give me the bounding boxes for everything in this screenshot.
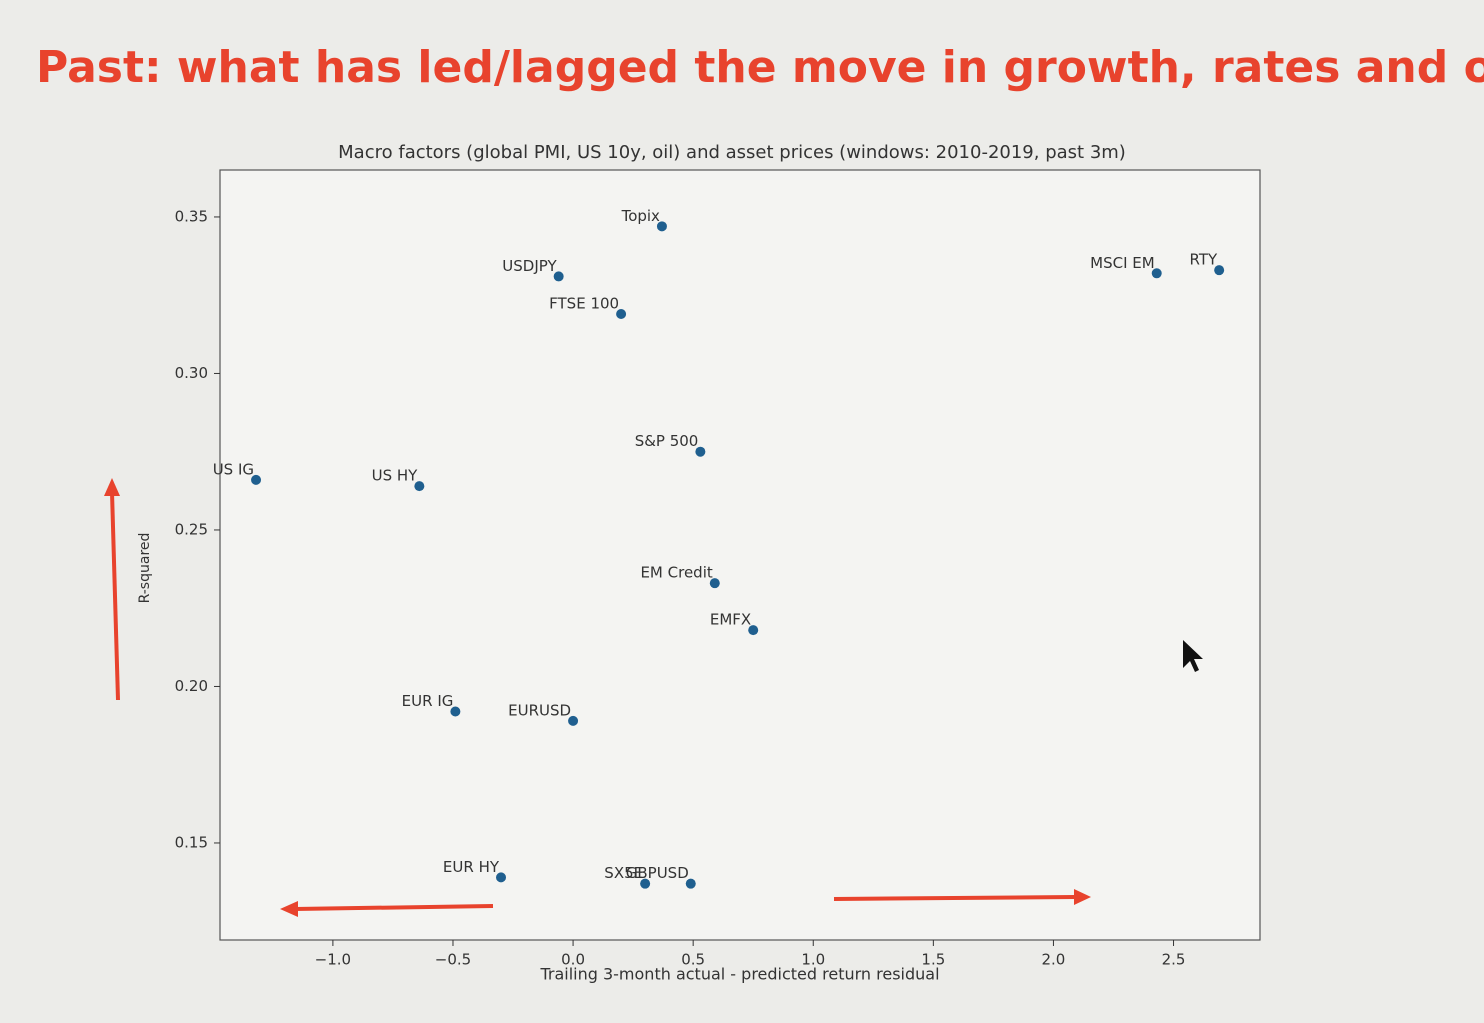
point <box>568 715 579 726</box>
arrow-up <box>110 491 120 701</box>
point-label: RTY <box>1190 251 1218 269</box>
point <box>496 872 507 883</box>
x-tick-label: 0.5 <box>681 951 705 969</box>
point-label: US IG <box>213 460 254 478</box>
point <box>748 625 759 636</box>
x-tick-label: 2.5 <box>1162 951 1186 969</box>
arrow-left <box>294 904 494 911</box>
y-tick-label: 0.30 <box>175 364 208 382</box>
point <box>685 878 696 889</box>
x-tick-label: −1.0 <box>315 951 351 969</box>
point-label: EUR IG <box>402 692 454 710</box>
point <box>553 271 564 282</box>
plot-area <box>219 169 1261 941</box>
y-axis-label: R-squared <box>137 533 153 604</box>
point-label: MSCI EM <box>1090 254 1155 272</box>
point <box>1151 268 1162 279</box>
point-label: USDJPY <box>502 257 557 275</box>
arrow-head <box>1074 889 1091 905</box>
point-label: FTSE 100 <box>549 294 619 312</box>
point-label: EM Credit <box>640 564 712 582</box>
x-tick-label: 0.0 <box>561 951 585 969</box>
arrow-head <box>280 901 298 917</box>
point-label: US HY <box>372 467 419 485</box>
x-tick-label: 1.5 <box>921 951 945 969</box>
point <box>414 481 425 492</box>
point <box>656 221 667 232</box>
point <box>1214 265 1225 276</box>
point <box>616 308 627 319</box>
y-tick-label: 0.35 <box>175 207 208 225</box>
point <box>251 474 262 485</box>
point-label: S&P 500 <box>635 432 699 450</box>
point-label: SX5E <box>604 864 643 882</box>
x-tick-label: 2.0 <box>1042 951 1066 969</box>
point <box>695 446 706 457</box>
cursor <box>1183 640 1203 672</box>
y-tick-label: 0.20 <box>175 677 208 695</box>
slide-title: Past: what has led/lagged the move in gr… <box>36 42 1484 93</box>
x-tick-label: −0.5 <box>435 951 471 969</box>
y-tick-label: 0.15 <box>175 833 208 851</box>
point <box>709 578 720 589</box>
point-label: GBPUSD <box>626 864 689 882</box>
point-label: EURUSD <box>508 701 571 719</box>
x-tick-label: 1.0 <box>801 951 825 969</box>
arrows <box>104 478 1091 917</box>
point <box>450 706 461 717</box>
point-label: Topix <box>621 207 660 225</box>
y-tick-label: 0.25 <box>175 520 208 538</box>
arrow-right <box>833 895 1076 901</box>
x-axis-label: Trailing 3-month actual - predicted retu… <box>539 965 939 984</box>
point-label: EUR HY <box>443 858 500 876</box>
chart-title: Macro factors (global PMI, US 10y, oil) … <box>338 142 1126 163</box>
point <box>640 878 651 889</box>
arrow-head <box>104 478 120 496</box>
point-label: EMFX <box>710 611 751 629</box>
